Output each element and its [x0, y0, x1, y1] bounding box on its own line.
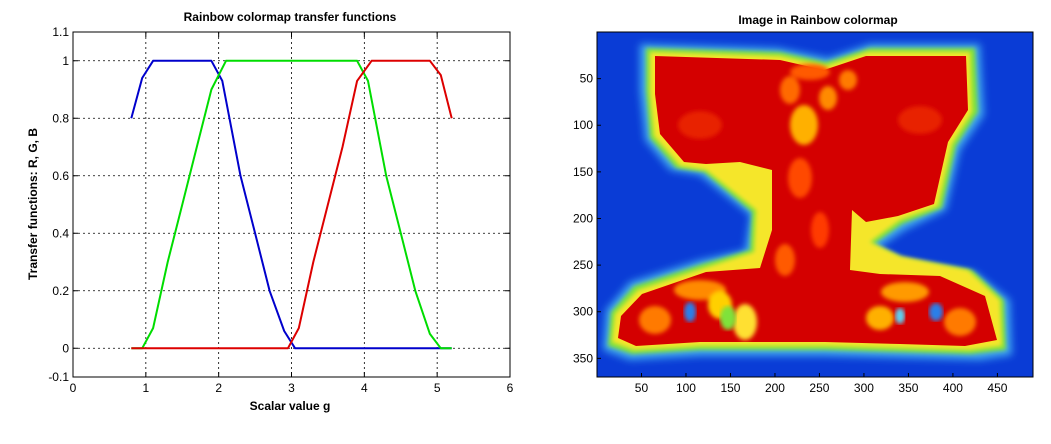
- x-tick-label: 5: [434, 381, 441, 395]
- x-tick-label: 4: [361, 381, 368, 395]
- img-x-tick-label: 300: [854, 381, 874, 395]
- series-line-2: [131, 59, 453, 350]
- y-tick-label: 0.4: [52, 226, 69, 240]
- x-tick-label: 3: [288, 381, 295, 395]
- y-tick-label: 1.1: [52, 25, 69, 39]
- img-x-tick-label: 250: [809, 381, 829, 395]
- y-tick-label: 1: [62, 54, 69, 68]
- image-spot-blue-right: [929, 303, 943, 321]
- right-axes-box: [596, 31, 1034, 378]
- x-tick-label: 2: [215, 381, 222, 395]
- left-grid: [73, 32, 510, 377]
- img-y-tick-label: 200: [573, 211, 593, 225]
- img-y-tick-label: 150: [573, 165, 593, 179]
- img-y-tick-label: 300: [573, 305, 593, 319]
- rainbow-image-plot: Image in Rainbow colormap: [573, 13, 1034, 395]
- x-tick-label: 6: [507, 381, 514, 395]
- x-tick-label: 1: [142, 381, 149, 395]
- y-tick-label: -0.1: [48, 370, 69, 384]
- left-ticks: 0 1 2 3 4 5 6-0.100.20.40.60.811.1: [48, 25, 513, 395]
- img-y-tick-label: 350: [573, 351, 593, 365]
- img-x-tick-label: 450: [987, 381, 1007, 395]
- y-tick-label: 0.2: [52, 284, 69, 298]
- img-x-tick-label: 50: [635, 381, 649, 395]
- left-x-label: Scalar value g: [250, 399, 331, 413]
- x-tick-label: 0: [70, 381, 77, 395]
- image-spot-green: [720, 306, 736, 330]
- left-y-label: Transfer functions: R, G, B: [26, 128, 40, 280]
- series-line-0: [130, 59, 452, 350]
- image-spot-cyan: [895, 308, 905, 324]
- img-x-tick-label: 200: [765, 381, 785, 395]
- right-plot-title: Image in Rainbow colormap: [738, 13, 897, 27]
- img-y-tick-label: 50: [580, 72, 594, 86]
- image-details: [639, 64, 976, 340]
- image-spot-blue-left: [684, 302, 696, 322]
- img-y-tick-label: 250: [573, 258, 593, 272]
- rainbow-image: [597, 32, 1033, 377]
- img-y-tick-label: 100: [573, 118, 593, 132]
- y-tick-label: 0: [62, 341, 69, 355]
- y-tick-label: 0.6: [52, 169, 69, 183]
- img-x-tick-label: 350: [898, 381, 918, 395]
- img-x-tick-label: 400: [943, 381, 963, 395]
- left-series-lines: [130, 59, 453, 350]
- img-x-tick-label: 150: [720, 381, 740, 395]
- right-ticks: 50 100 150 200 250 300 350 400 450 50 100 150 200 250…: [573, 72, 1008, 395]
- transfer-functions-plot: Rainbow colormap transfer functions 0 1 2 3…: [26, 10, 514, 413]
- series-line-1: [131, 59, 452, 350]
- left-plot-title: Rainbow colormap transfer functions: [184, 10, 397, 24]
- y-tick-label: 0.8: [52, 111, 69, 125]
- img-x-tick-label: 100: [676, 381, 696, 395]
